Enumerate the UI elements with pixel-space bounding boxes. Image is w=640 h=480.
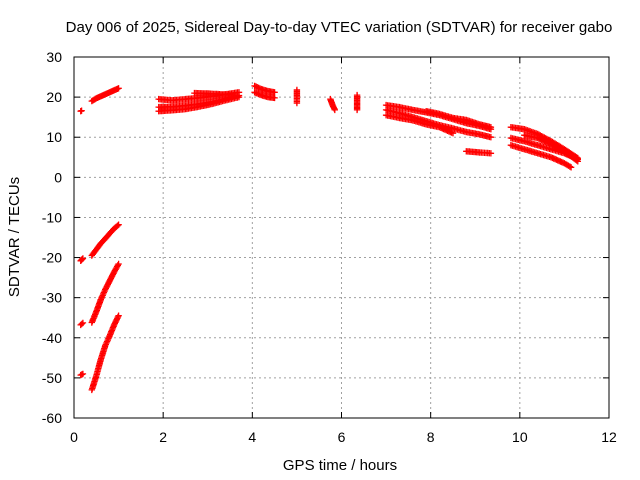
data-point bbox=[103, 338, 111, 345]
y-tick-label: -20 bbox=[42, 250, 62, 266]
y-tick-label: 30 bbox=[46, 49, 62, 65]
x-axis-title: GPS time / hours bbox=[283, 457, 397, 474]
x-tick-label: 2 bbox=[159, 429, 167, 445]
data-point bbox=[353, 106, 361, 114]
y-tick-label: 10 bbox=[46, 129, 62, 145]
x-tick-label: 4 bbox=[248, 429, 256, 445]
x-tick-label: 12 bbox=[601, 429, 617, 445]
data-point bbox=[115, 221, 122, 228]
data-point bbox=[115, 312, 122, 319]
y-tick-label: -30 bbox=[42, 290, 62, 306]
data-point bbox=[78, 107, 85, 114]
x-tick-label: 8 bbox=[427, 429, 435, 445]
data-point bbox=[487, 124, 495, 131]
data-point bbox=[574, 158, 581, 165]
y-tick-label: -50 bbox=[42, 370, 62, 386]
data-point bbox=[231, 91, 238, 99]
chart-title: Day 006 of 2025, Sidereal Day-to-day VTE… bbox=[66, 19, 613, 36]
y-tick-label: -10 bbox=[42, 209, 62, 225]
data-point bbox=[487, 134, 495, 141]
data-point bbox=[487, 150, 495, 157]
grid bbox=[74, 57, 609, 418]
data-point bbox=[114, 222, 121, 229]
data-point bbox=[79, 256, 86, 263]
data-point bbox=[235, 93, 243, 101]
y-axis-title: SDTVAR / TECUs bbox=[6, 177, 23, 297]
axis-ticks: 0 2 4 6 8 10 12 -60 -50 -40 -30 -20 -10 0 10 20 30 bbox=[42, 49, 617, 445]
data-point bbox=[114, 313, 122, 321]
y-tick-label: 0 bbox=[54, 169, 62, 185]
y-tick-label: 20 bbox=[46, 89, 62, 105]
data-point bbox=[115, 260, 122, 268]
data-point bbox=[100, 289, 108, 296]
data-point bbox=[449, 130, 457, 137]
x-tick-label: 0 bbox=[70, 429, 78, 445]
y-tick-label: -60 bbox=[42, 410, 62, 426]
data-point bbox=[78, 320, 85, 328]
data-point bbox=[79, 255, 87, 262]
data-points bbox=[77, 82, 581, 394]
data-point bbox=[331, 106, 338, 114]
x-tick-label: 10 bbox=[512, 429, 528, 445]
data-point bbox=[79, 319, 87, 327]
data-point bbox=[567, 164, 575, 171]
data-point bbox=[566, 163, 573, 170]
data-point bbox=[115, 85, 122, 92]
data-point bbox=[293, 99, 301, 107]
data-point bbox=[271, 89, 278, 96]
data-point bbox=[98, 293, 106, 300]
data-point bbox=[573, 157, 580, 164]
data-point bbox=[271, 94, 278, 102]
x-tick-label: 6 bbox=[338, 429, 346, 445]
data-point bbox=[79, 370, 87, 378]
y-tick-label: -40 bbox=[42, 330, 62, 346]
data-point bbox=[105, 334, 113, 341]
data-point bbox=[114, 262, 121, 269]
